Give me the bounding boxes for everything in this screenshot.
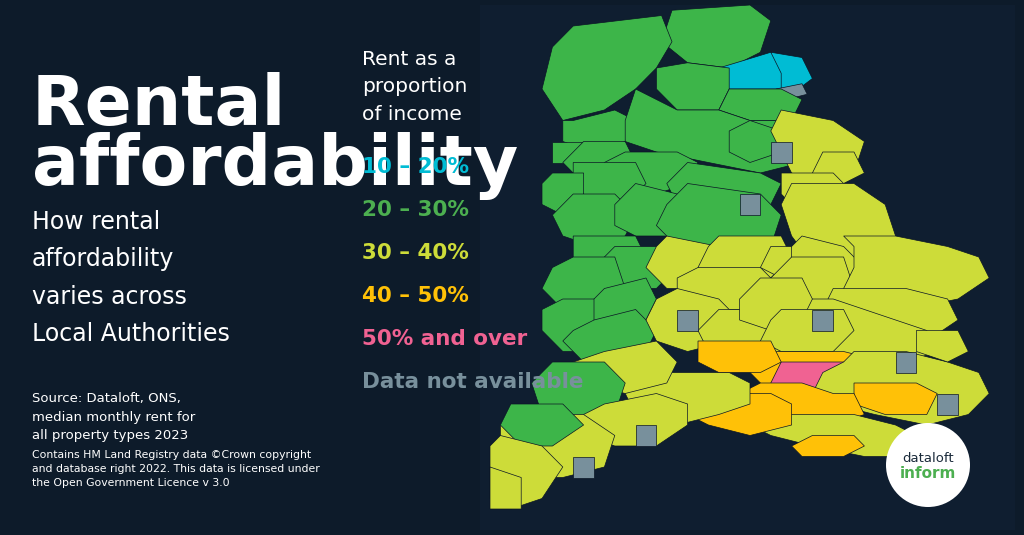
Polygon shape <box>594 278 656 331</box>
Polygon shape <box>739 383 864 425</box>
Polygon shape <box>844 236 989 310</box>
Polygon shape <box>563 141 636 184</box>
Polygon shape <box>573 236 646 278</box>
Polygon shape <box>656 184 781 257</box>
Polygon shape <box>646 236 729 288</box>
Polygon shape <box>563 310 656 362</box>
Polygon shape <box>719 52 792 89</box>
Text: Data not available: Data not available <box>362 372 584 392</box>
Polygon shape <box>812 351 989 425</box>
Polygon shape <box>781 173 854 215</box>
Polygon shape <box>812 152 864 184</box>
Polygon shape <box>542 173 584 215</box>
Polygon shape <box>490 467 521 509</box>
Polygon shape <box>573 163 646 204</box>
Polygon shape <box>563 110 636 152</box>
Polygon shape <box>812 310 834 331</box>
Polygon shape <box>937 394 958 415</box>
Polygon shape <box>761 310 854 351</box>
Polygon shape <box>698 236 792 278</box>
Polygon shape <box>552 141 584 163</box>
Polygon shape <box>781 184 896 288</box>
Polygon shape <box>698 310 792 362</box>
Polygon shape <box>626 89 812 173</box>
Text: 20 – 30%: 20 – 30% <box>362 200 469 220</box>
Bar <box>480 5 1015 530</box>
Polygon shape <box>687 394 792 435</box>
Text: 10 – 20%: 10 – 20% <box>362 157 469 177</box>
Polygon shape <box>750 351 896 404</box>
Polygon shape <box>646 288 739 351</box>
Polygon shape <box>552 194 636 247</box>
Polygon shape <box>662 5 771 68</box>
Polygon shape <box>739 278 812 331</box>
Polygon shape <box>677 268 781 310</box>
Polygon shape <box>823 288 958 341</box>
Polygon shape <box>573 456 594 478</box>
Text: dataloft: dataloft <box>902 452 953 464</box>
Polygon shape <box>501 404 584 446</box>
Polygon shape <box>771 362 874 404</box>
Circle shape <box>886 423 970 507</box>
Polygon shape <box>531 362 626 425</box>
Polygon shape <box>656 63 729 110</box>
Polygon shape <box>792 435 864 456</box>
Polygon shape <box>776 84 807 100</box>
Text: affordability: affordability <box>32 132 518 200</box>
Polygon shape <box>771 52 812 94</box>
Polygon shape <box>761 247 802 278</box>
Polygon shape <box>771 257 854 331</box>
Polygon shape <box>542 299 614 351</box>
Polygon shape <box>501 415 614 478</box>
Text: 40 – 50%: 40 – 50% <box>362 286 469 306</box>
Text: 30 – 40%: 30 – 40% <box>362 243 469 263</box>
Polygon shape <box>739 194 761 215</box>
Polygon shape <box>916 331 969 362</box>
Text: How rental
affordability
varies across
Local Authorities: How rental affordability varies across L… <box>32 210 229 346</box>
Polygon shape <box>677 310 698 331</box>
Text: Contains HM Land Registry data ©Crown copyright
and database right 2022. This da: Contains HM Land Registry data ©Crown co… <box>32 450 319 488</box>
Polygon shape <box>584 394 687 446</box>
Polygon shape <box>771 288 937 362</box>
Polygon shape <box>896 351 916 372</box>
Polygon shape <box>542 16 672 120</box>
Text: 50% and over: 50% and over <box>362 329 527 349</box>
Polygon shape <box>854 383 937 415</box>
Polygon shape <box>573 341 677 394</box>
Polygon shape <box>542 257 626 310</box>
Polygon shape <box>698 341 781 372</box>
Polygon shape <box>771 110 864 184</box>
Polygon shape <box>667 163 781 215</box>
Polygon shape <box>604 152 698 194</box>
Polygon shape <box>626 372 750 425</box>
Polygon shape <box>719 89 802 120</box>
Polygon shape <box>594 247 677 288</box>
Polygon shape <box>614 184 687 236</box>
Polygon shape <box>729 120 781 163</box>
Text: Rental: Rental <box>32 72 287 139</box>
Polygon shape <box>636 425 656 446</box>
Polygon shape <box>490 435 563 509</box>
Text: Source: Dataloft, ONS,
median monthly rent for
all property types 2023: Source: Dataloft, ONS, median monthly re… <box>32 392 196 442</box>
Polygon shape <box>771 141 792 163</box>
Polygon shape <box>750 415 916 456</box>
Text: Rent as a
proportion
of income: Rent as a proportion of income <box>362 50 467 124</box>
Text: inform: inform <box>900 465 956 480</box>
Polygon shape <box>792 236 864 299</box>
